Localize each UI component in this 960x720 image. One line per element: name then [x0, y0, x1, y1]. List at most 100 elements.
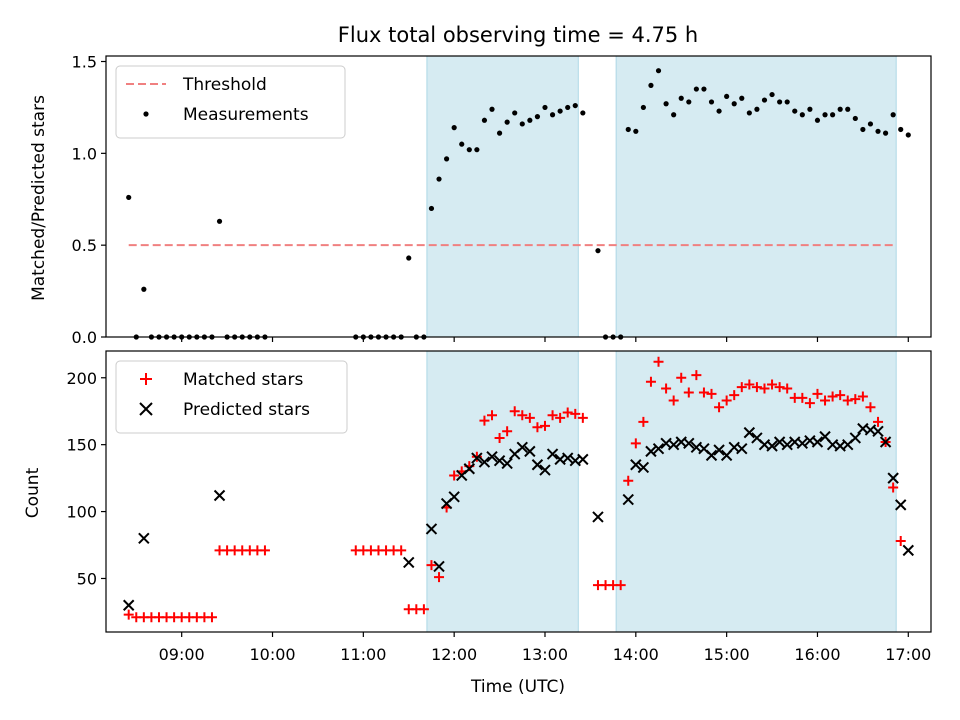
data-point	[141, 286, 147, 292]
x-tick-label: 12:00	[431, 645, 477, 664]
data-point	[555, 412, 566, 423]
data-point	[736, 382, 747, 393]
plot-frame	[105, 55, 932, 338]
x-tick-label: 11:00	[340, 645, 386, 664]
data-point	[835, 390, 846, 401]
y-tick-label: 1.5	[72, 53, 97, 72]
data-point	[542, 104, 548, 111]
data-point	[774, 382, 785, 393]
data-point	[830, 112, 836, 118]
x-tick-label: 13:00	[522, 645, 568, 664]
data-point	[433, 560, 445, 573]
data-point	[683, 387, 694, 398]
data-point	[754, 106, 760, 112]
data-point	[561, 452, 574, 464]
data-point	[721, 395, 732, 406]
data-point	[873, 416, 884, 427]
legend-marker	[139, 402, 153, 416]
data-point	[443, 156, 450, 162]
data-point	[534, 114, 541, 120]
data-point	[849, 432, 862, 444]
data-point	[592, 511, 604, 523]
data-point	[206, 612, 217, 623]
data-point	[436, 176, 442, 182]
data-point	[743, 426, 756, 439]
data-point	[739, 95, 745, 101]
observing-window-2	[615, 55, 897, 338]
y-tick-label: 100	[66, 503, 97, 522]
data-point	[661, 383, 672, 394]
data-point	[872, 425, 884, 437]
data-point	[633, 128, 639, 134]
data-point	[519, 121, 525, 127]
data-point	[479, 415, 490, 426]
data-point	[580, 110, 586, 116]
bottom-y-axis-label: Count	[23, 467, 43, 518]
data-point	[736, 442, 748, 455]
data-point	[622, 493, 634, 506]
data-point	[546, 448, 559, 460]
data-point	[259, 545, 270, 556]
data-point	[655, 68, 662, 74]
data-point	[804, 398, 815, 409]
data-point	[713, 444, 725, 456]
x-tick-label: 14:00	[613, 645, 659, 664]
data-point	[845, 106, 851, 112]
data-point	[123, 609, 134, 620]
data-point	[898, 126, 904, 133]
x-tick-label: 17:00	[885, 645, 931, 664]
data-point	[638, 416, 649, 427]
data-point	[532, 422, 543, 433]
legend-label: Threshold	[182, 75, 267, 95]
data-point	[572, 102, 578, 109]
y-tick-label: 0.0	[72, 328, 97, 347]
data-point	[449, 470, 460, 481]
legend-label: Measurements	[183, 105, 309, 125]
data-point	[796, 437, 809, 450]
ratio-panel: 0.0 0.5 1.0 1.5 Threshold Measurements	[72, 53, 932, 347]
data-point	[888, 482, 899, 493]
data-point	[516, 441, 528, 454]
data-point	[496, 130, 503, 136]
data-point	[478, 456, 491, 468]
data-point	[615, 580, 626, 591]
data-point	[625, 126, 631, 133]
data-point	[746, 110, 752, 116]
data-point	[827, 391, 838, 402]
legend-marker	[143, 111, 149, 117]
legend-label: Predicted stars	[183, 400, 310, 420]
data-point	[434, 572, 445, 583]
data-point	[122, 599, 135, 611]
data-point	[126, 194, 132, 201]
data-point	[797, 392, 808, 403]
data-point	[812, 388, 823, 399]
data-point	[645, 376, 656, 387]
data-point	[527, 117, 533, 123]
data-point	[570, 408, 581, 419]
data-point	[403, 556, 415, 569]
data-point	[487, 410, 498, 421]
data-point	[557, 108, 563, 114]
data-point	[767, 379, 778, 390]
data-point	[895, 499, 907, 511]
data-point	[860, 126, 866, 133]
data-point	[879, 436, 892, 448]
count-panel: 50 100 150 200 09:00 10:00 11:00 12:00 13:00 14:0…	[66, 350, 932, 664]
data-point	[623, 475, 634, 486]
data-point	[678, 95, 684, 101]
data-point	[731, 101, 737, 107]
data-point	[474, 147, 480, 153]
data-point	[729, 390, 740, 401]
data-point	[811, 436, 824, 448]
data-point	[653, 356, 664, 367]
data-point	[895, 536, 906, 547]
data-point	[716, 108, 722, 114]
x-axis-label: Time (UTC)	[470, 677, 565, 697]
data-point	[663, 101, 669, 107]
data-point	[486, 451, 498, 463]
data-point	[683, 437, 695, 450]
data-point	[714, 402, 725, 413]
data-point	[539, 464, 551, 476]
data-point	[501, 457, 513, 470]
